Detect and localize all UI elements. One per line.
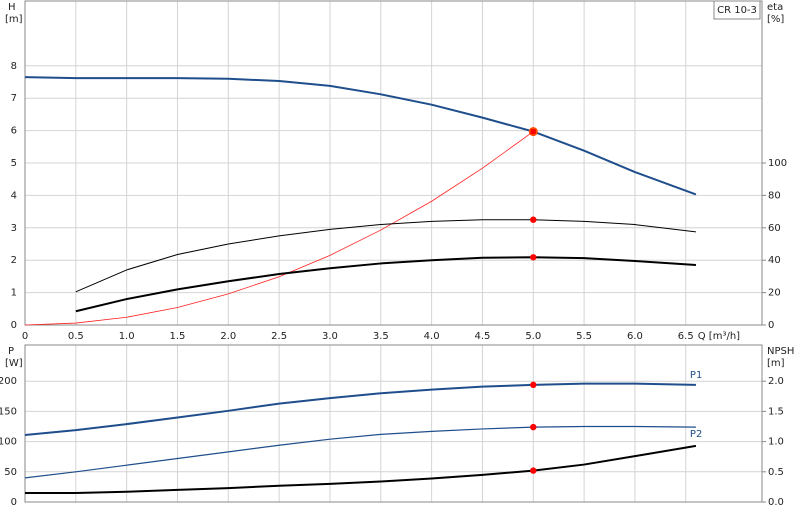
y2-tick-label: 0.0 bbox=[768, 497, 784, 508]
duty-point bbox=[530, 216, 537, 223]
curve bbox=[75, 256, 696, 313]
x-tick-label: 1.0 bbox=[119, 331, 135, 342]
y2-tick-label: 20 bbox=[768, 288, 781, 299]
x-tick-label: 2.0 bbox=[220, 331, 236, 342]
y-tick-label: 100 bbox=[0, 437, 17, 448]
x-tick-label: 0.5 bbox=[68, 331, 84, 342]
y-tick-label: 6 bbox=[11, 126, 17, 137]
curve bbox=[25, 444, 697, 494]
series-label: P1 bbox=[690, 370, 702, 381]
x-tick-label: 1.5 bbox=[170, 331, 186, 342]
y2-tick-label: 1.0 bbox=[768, 437, 784, 448]
duty-point bbox=[530, 381, 537, 389]
y2-tick-label: 100 bbox=[768, 158, 787, 169]
x-tick-label: 0 bbox=[22, 331, 28, 342]
annotation-box bbox=[713, 0, 761, 20]
y-tick-label: 7 bbox=[11, 93, 17, 104]
annotation: CR 10-3 bbox=[717, 5, 757, 16]
x-tick-label: 5.0 bbox=[525, 331, 541, 342]
series-label: P2 bbox=[690, 429, 702, 440]
x-tick-label: 3.5 bbox=[373, 331, 389, 342]
y2-axis-label: eta bbox=[767, 2, 783, 13]
y-tick-label: 3 bbox=[11, 223, 17, 234]
y2-axis-unit: [%] bbox=[767, 14, 784, 25]
x-tick-label: 2.5 bbox=[271, 331, 287, 342]
y2-tick-label: 0.5 bbox=[768, 467, 784, 478]
y2-axis-unit: [m] bbox=[767, 358, 785, 369]
curve bbox=[24, 425, 696, 479]
y-tick-label: 0 bbox=[11, 497, 17, 508]
plot-frame bbox=[24, 344, 763, 503]
x-tick-label: 4.0 bbox=[424, 331, 440, 342]
curve bbox=[24, 382, 696, 436]
duty-point bbox=[530, 467, 537, 474]
y-tick-label: 0 bbox=[11, 320, 17, 331]
curve bbox=[75, 219, 696, 293]
y-tick-label: 5 bbox=[11, 158, 17, 169]
x-tick-label: 4.5 bbox=[474, 331, 490, 342]
y-tick-label: 200 bbox=[0, 376, 17, 387]
y2-tick-label: 0 bbox=[768, 320, 774, 331]
y-axis-label: P bbox=[8, 346, 14, 357]
curve bbox=[24, 131, 534, 326]
y-axis-label: H bbox=[8, 2, 16, 13]
y-tick-label: 1 bbox=[11, 288, 17, 299]
x-tick-label: 6.0 bbox=[627, 331, 643, 342]
y2-tick-label: 2.0 bbox=[768, 376, 784, 387]
x-tick-label: 3.0 bbox=[322, 331, 338, 342]
curve bbox=[24, 76, 697, 196]
y-tick-label: 2 bbox=[11, 255, 17, 266]
y2-tick-label: 80 bbox=[768, 190, 781, 201]
y-tick-label: 4 bbox=[11, 190, 17, 201]
plot-frame bbox=[24, 0, 763, 326]
y-tick-label: 50 bbox=[4, 467, 17, 478]
y2-axis-label: NPSH bbox=[767, 346, 794, 357]
duty-point bbox=[530, 254, 537, 261]
y-axis-unit: [m] bbox=[5, 14, 23, 25]
y2-tick-label: 60 bbox=[768, 223, 781, 234]
x-axis-label: Q [m³/h] bbox=[698, 331, 740, 342]
y2-tick-label: 1.5 bbox=[768, 406, 784, 417]
y-tick-label: 150 bbox=[0, 406, 17, 417]
x-tick-label: 5.5 bbox=[576, 331, 592, 342]
duty-point bbox=[530, 423, 537, 431]
duty-point bbox=[530, 128, 537, 135]
y-tick-label: 8 bbox=[11, 61, 17, 72]
y2-tick-label: 40 bbox=[768, 255, 781, 266]
x-tick-label: 6.5 bbox=[678, 331, 694, 342]
y-axis-unit: [W] bbox=[5, 358, 23, 369]
